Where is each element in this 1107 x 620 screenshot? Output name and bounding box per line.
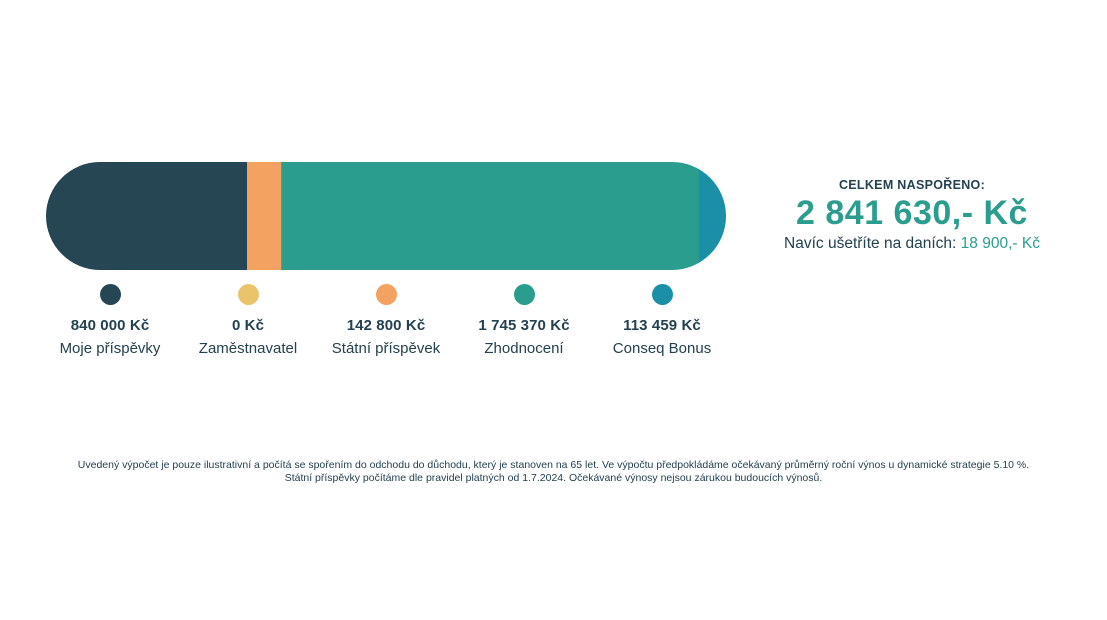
- legend-label: Zhodnocení: [484, 340, 564, 357]
- bar-segment-1: [46, 162, 248, 270]
- legend-dot: [375, 284, 397, 305]
- legend-label: Conseq Bonus: [612, 340, 712, 357]
- summary-panel: CELKEM NASPOŘENO: 2 841 630,- Kč Navíc u…: [762, 178, 1062, 253]
- summary-total: 2 841 630,- Kč: [796, 194, 1028, 232]
- legend-dot: [99, 284, 121, 305]
- bar-segment-5: [698, 162, 726, 270]
- legend-label: Zaměstnavatel: [198, 340, 298, 357]
- legend-value: 113 459 Kč: [623, 317, 701, 334]
- legend-value: 1 745 370 Kč: [478, 317, 570, 334]
- disclaimer-line-1: Uvedený výpočet je pouze ilustrativní a …: [77, 459, 1030, 471]
- legend-item: 142 800 Kč Státní příspěvek: [311, 284, 461, 357]
- legend-dot: [237, 284, 259, 305]
- legend-value: 0 Kč: [231, 317, 265, 334]
- legend-label: Státní příspěvek: [331, 340, 441, 357]
- legend-item: 840 000 Kč Moje příspěvky: [35, 284, 185, 357]
- bar-segment-4: [281, 162, 700, 270]
- legend-value: 840 000 Kč: [70, 317, 150, 334]
- stacked-bar-chart: [46, 162, 726, 270]
- legend-label: Moje příspěvky: [59, 340, 161, 357]
- tax-savings: Navíc ušetříte na daních: 18 900,- Kč: [762, 235, 1062, 253]
- legend-dot: [651, 284, 673, 305]
- disclaimer-line-2: Státní příspěvky počítáme dle pravidel p…: [284, 472, 823, 484]
- tax-savings-value: 18 900,- Kč: [960, 235, 1040, 252]
- bar-segment-3: [247, 162, 282, 270]
- legend-item: 1 745 370 Kč Zhodnocení: [449, 284, 599, 357]
- tax-savings-label: Navíc ušetříte na daních:: [784, 235, 961, 252]
- legend-value: 142 800 Kč: [346, 317, 426, 334]
- summary-heading: CELKEM NASPOŘENO:: [838, 178, 986, 192]
- legend-dot: [513, 284, 535, 305]
- legend-item: 113 459 Kč Conseq Bonus: [587, 284, 737, 357]
- disclaimer: Uvedený výpočet je pouze ilustrativní a …: [20, 459, 1087, 485]
- legend-item: 0 Kč Zaměstnavatel: [173, 284, 323, 357]
